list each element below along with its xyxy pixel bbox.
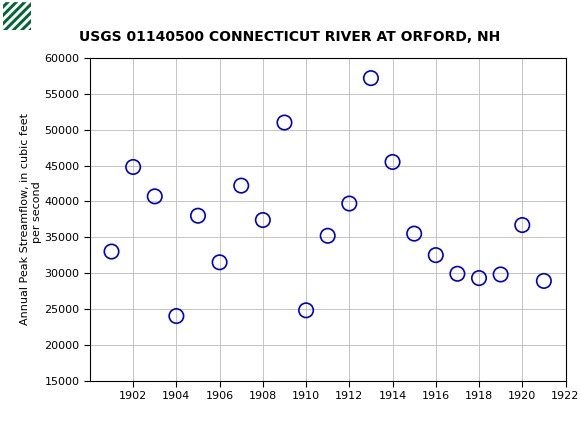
Point: [496, 271, 505, 278]
Text: USGS: USGS: [42, 8, 89, 23]
Point: [367, 75, 376, 82]
Point: [517, 221, 527, 228]
Polygon shape: [45, 2, 77, 30]
Polygon shape: [0, 2, 19, 30]
Point: [323, 232, 332, 239]
Point: [237, 182, 246, 189]
Point: [280, 119, 289, 126]
Polygon shape: [0, 2, 2, 30]
Y-axis label: Annual Peak Streamflow, in cubic feet
    per second: Annual Peak Streamflow, in cubic feet pe…: [20, 113, 42, 326]
Point: [193, 212, 202, 219]
Polygon shape: [28, 2, 60, 30]
Polygon shape: [0, 2, 10, 30]
Polygon shape: [37, 2, 69, 30]
Bar: [3, 2, 70, 31]
Polygon shape: [3, 2, 35, 30]
Polygon shape: [53, 2, 85, 30]
Point: [388, 159, 397, 166]
Point: [150, 193, 160, 200]
Point: [215, 259, 224, 266]
Point: [172, 313, 181, 319]
Point: [474, 275, 484, 282]
Point: [345, 200, 354, 207]
Polygon shape: [20, 2, 52, 30]
Point: [258, 217, 267, 224]
Point: [453, 270, 462, 277]
Point: [539, 277, 549, 284]
Point: [129, 163, 138, 170]
Point: [431, 252, 440, 258]
Text: USGS 01140500 CONNECTICUT RIVER AT ORFORD, NH: USGS 01140500 CONNECTICUT RIVER AT ORFOR…: [79, 30, 501, 43]
Point: [302, 307, 311, 314]
Polygon shape: [11, 2, 44, 30]
Point: [107, 248, 116, 255]
Polygon shape: [0, 2, 27, 30]
Point: [409, 230, 419, 237]
